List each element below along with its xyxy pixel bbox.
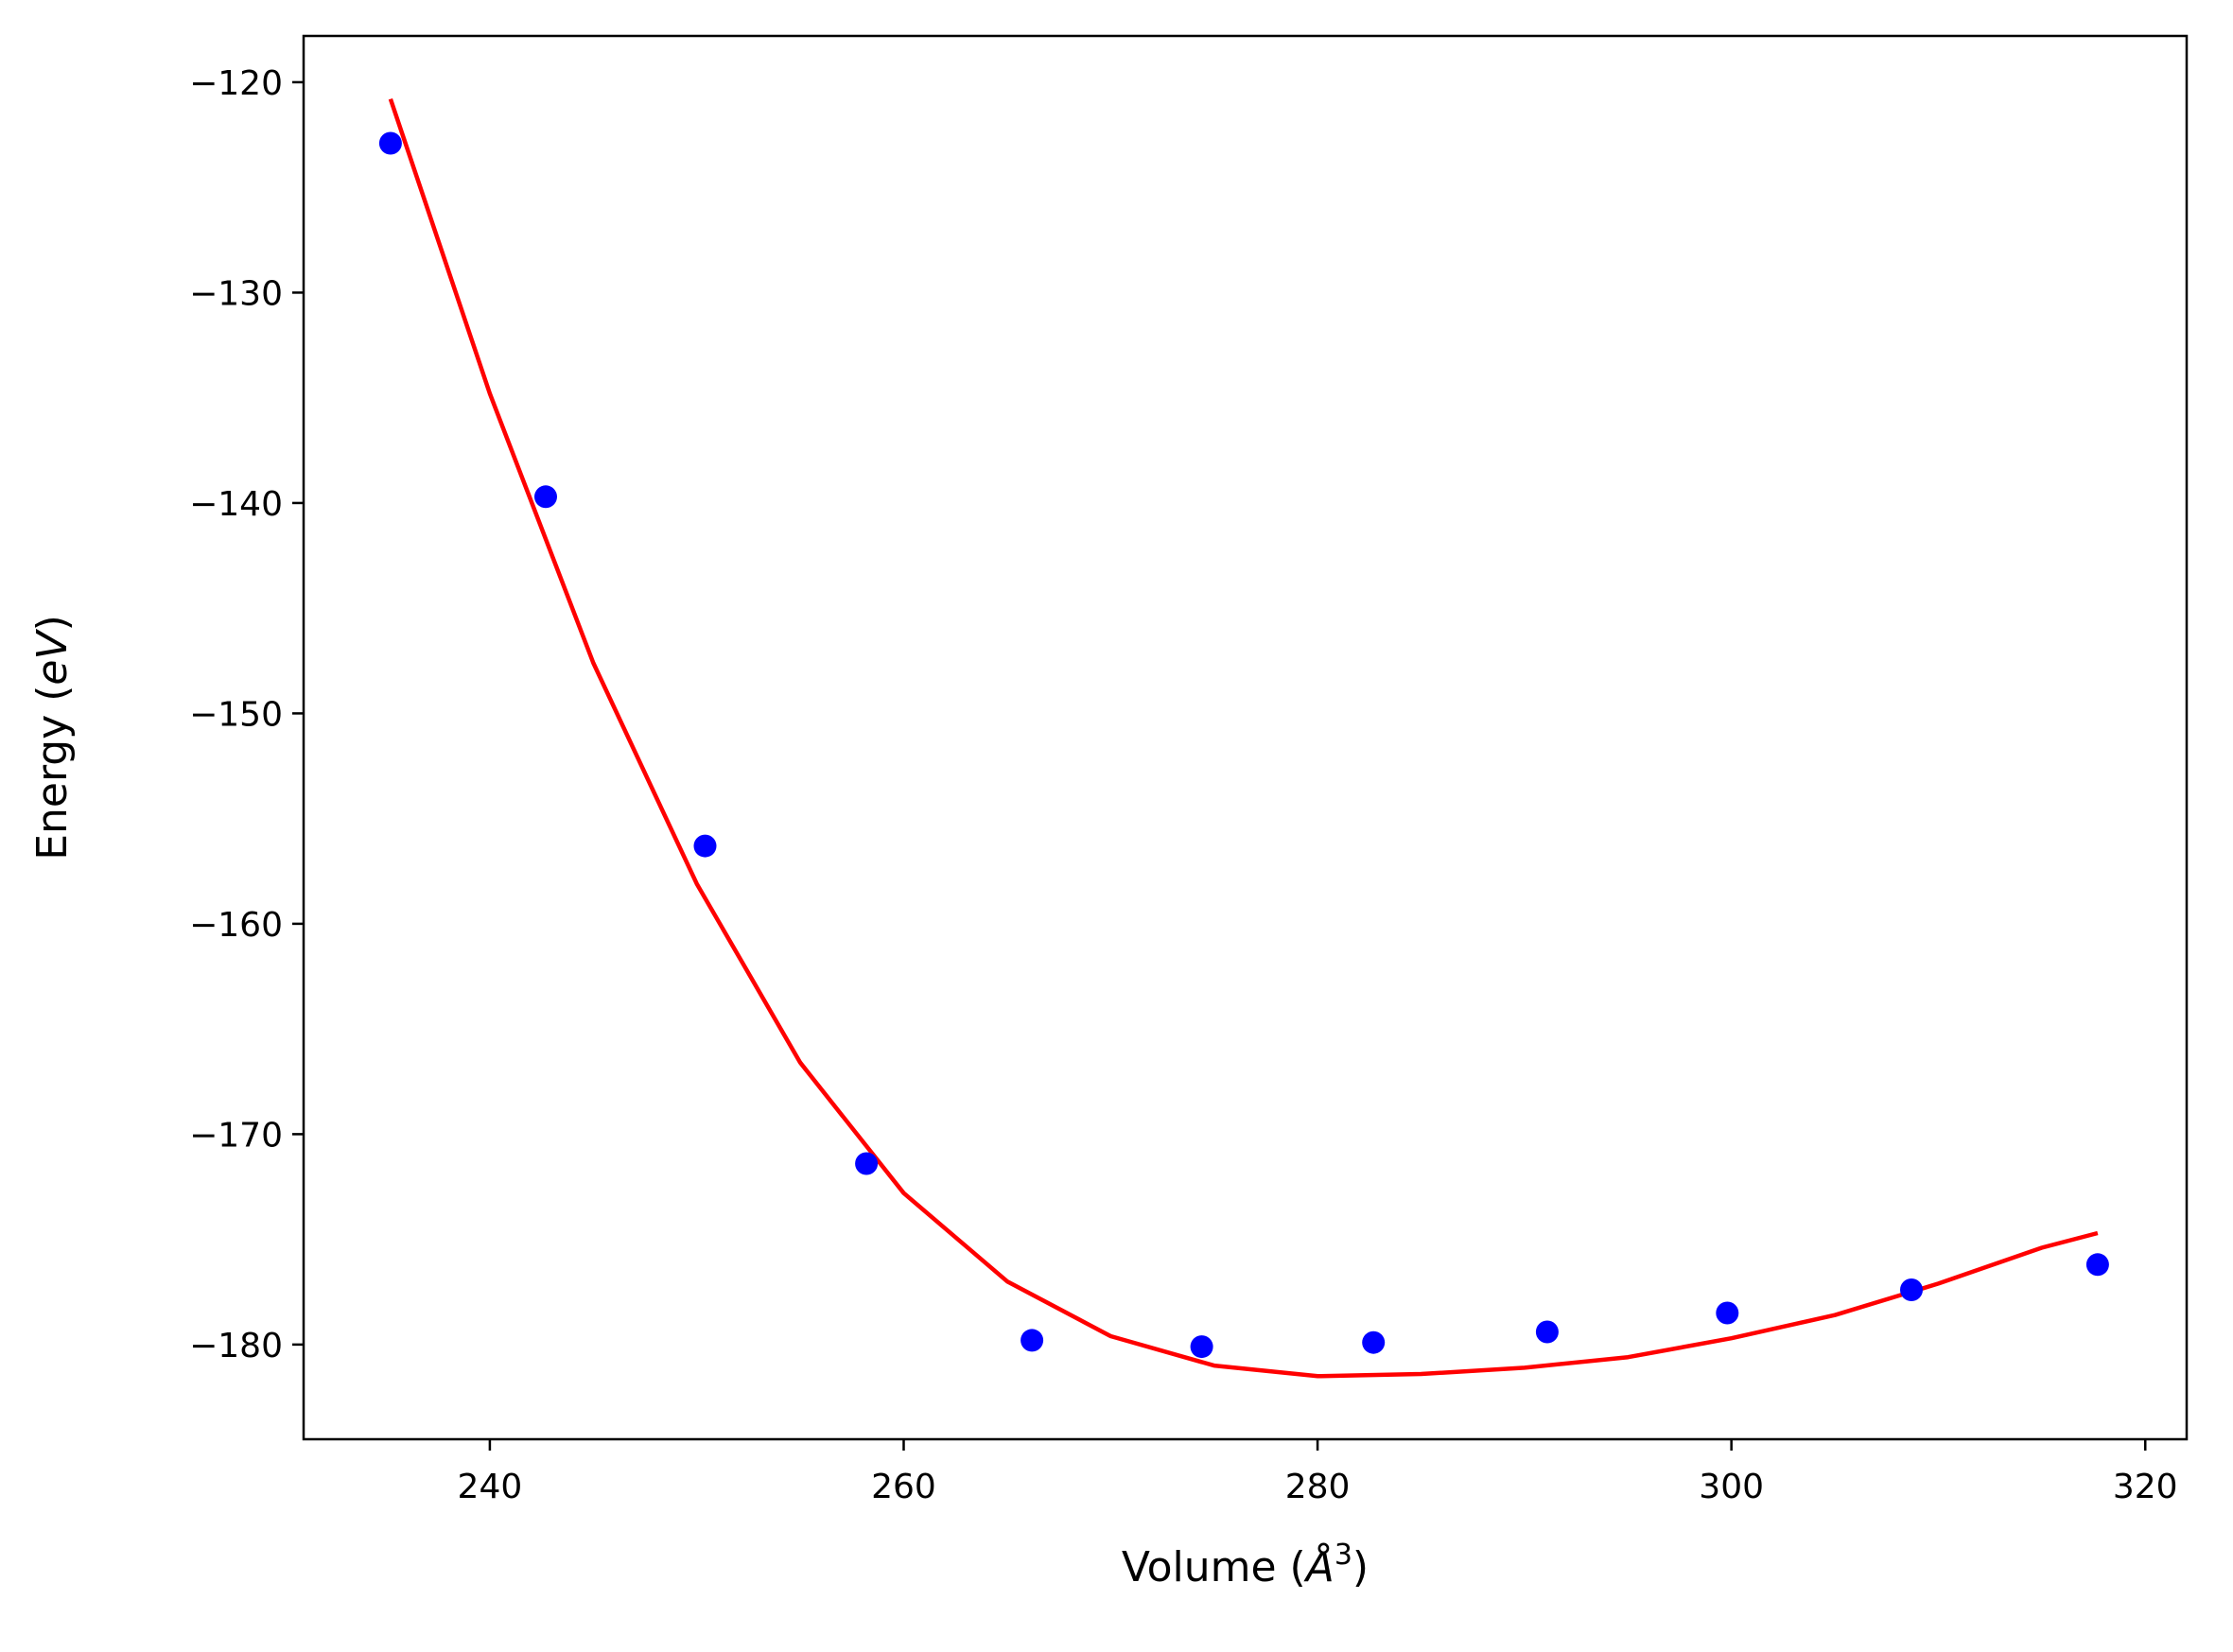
- y-axis-label-pre: Energy (: [28, 686, 77, 861]
- data-point: [1021, 1329, 1044, 1352]
- x-tick-label: 280: [1285, 1468, 1351, 1506]
- data-point: [1900, 1278, 1923, 1301]
- y-tick-label: −180: [189, 1327, 283, 1365]
- x-axis-ticks: 240 260 280 300 320: [458, 1439, 2178, 1506]
- data-point: [1535, 1320, 1559, 1344]
- y-tick-label: −120: [189, 64, 283, 103]
- x-axis-label-symbol: Å: [1303, 1541, 1335, 1591]
- x-tick-label: 320: [2113, 1468, 2178, 1506]
- x-tick-label: 240: [458, 1468, 523, 1506]
- data-points-layer: [378, 131, 2109, 1359]
- x-tick-label: 300: [1699, 1468, 1764, 1506]
- data-point: [534, 485, 557, 509]
- y-axis-label: Energy (eV): [28, 615, 77, 861]
- y-tick-label: −150: [189, 695, 283, 734]
- y-axis-label-symbol: eV: [28, 629, 77, 686]
- data-point: [1716, 1301, 1739, 1325]
- y-axis-ticks: −120 −130 −140 −150 −160 −170 −180: [189, 64, 304, 1365]
- y-tick-label: −130: [189, 274, 283, 313]
- y-tick-label: −140: [189, 485, 283, 524]
- data-point: [1362, 1330, 1386, 1354]
- y-axis-label-post: ): [28, 615, 77, 631]
- x-axis-label-pre: Volume (: [1122, 1543, 1306, 1591]
- data-point: [693, 834, 717, 858]
- data-point: [2085, 1253, 2109, 1277]
- y-tick-label: −170: [189, 1116, 283, 1155]
- x-axis-label-post: ): [1352, 1543, 1369, 1591]
- x-axis-label-superscript: 3: [1335, 1539, 1352, 1572]
- data-point: [1190, 1335, 1213, 1359]
- x-tick-label: 260: [871, 1468, 936, 1506]
- fit-curve-line: [388, 97, 2099, 1379]
- y-tick-label: −160: [189, 906, 283, 945]
- plot-frame: [302, 34, 2189, 1441]
- data-point: [855, 1152, 879, 1175]
- x-axis-label: Volume (Å3): [1122, 1539, 1369, 1591]
- data-point: [378, 131, 402, 155]
- fit-curve-layer: [388, 97, 2099, 1379]
